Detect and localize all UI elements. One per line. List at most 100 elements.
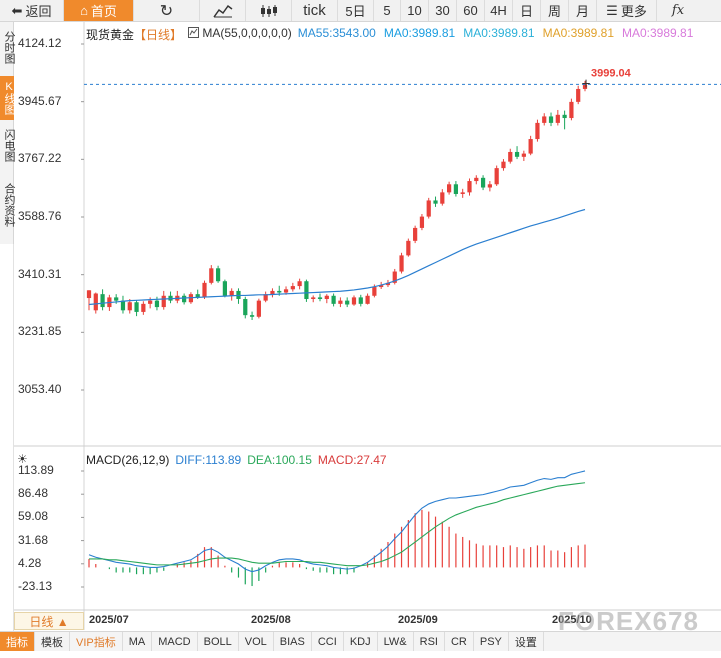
fx-icon: fx [671,3,685,18]
candle-body [460,192,465,194]
indicator-tab-3[interactable]: MA [123,632,153,651]
candle-body [120,300,126,311]
candle-body [474,177,479,182]
candle-body [345,300,350,305]
candle-body [263,294,268,301]
candle-type-button[interactable] [246,0,292,21]
indicator-tab-11[interactable]: RSI [414,632,445,651]
candle-body [148,300,153,304]
candle-body [480,177,486,188]
tab-flash[interactable]: 闪电图 [3,128,15,162]
interval-5d[interactable]: 5日 [338,0,374,21]
indicator-tab-5[interactable]: BOLL [198,632,239,651]
x-axis-label: 2025/09 [398,614,438,626]
tab-contract-info[interactable]: 合约资料 [3,183,15,227]
period-select-button[interactable]: 日线 ▲ [14,612,84,630]
interval-30[interactable]: 30 [429,0,457,21]
candle-body [399,255,404,272]
interval-60[interactable]: 60 [457,0,485,21]
macd-tick-label: 4.28 [18,555,42,570]
tick-button[interactable]: tick [292,0,338,21]
candle-body [528,139,533,154]
ma-value-4: MA0:3989.81 [622,26,694,40]
candle-body [413,227,418,241]
candle-body [447,184,452,193]
interval-5[interactable]: 5 [374,0,401,21]
indicator-tab-10[interactable]: LW& [378,632,414,651]
interval-week[interactable]: 周 [541,0,569,21]
more-label: 更多 [620,4,647,19]
candle-body [453,184,459,194]
candlestick-icon [260,4,277,17]
tab-timeline[interactable]: 分时图 [3,30,15,64]
candle-body [351,297,357,305]
ma-settings-icon [188,27,200,38]
indicator-tab-4[interactable]: MACD [152,632,198,651]
tab-kline[interactable]: K线图 [0,76,15,120]
indicator-tab-7[interactable]: BIAS [274,632,312,651]
back-button[interactable]: ⬅ 返回 [0,0,64,21]
indicator-tab-2[interactable]: VIP指标 [70,632,123,651]
footer-strip [0,651,721,658]
indicator-tab-0[interactable]: 指标 [0,632,35,651]
candle-body [311,297,316,300]
ma-value-1: MA0:3989.81 [383,26,456,40]
interval-month[interactable]: 月 [569,0,597,21]
candle-body [548,116,554,123]
macd-diff: DIFF:113.89 [175,453,242,467]
chart-type-button[interactable] [200,0,246,21]
candle-body [542,116,547,123]
x-axis-label: 2025/07 [89,614,129,626]
candle-body [317,297,323,300]
ma-settings[interactable]: MA(55,0,0,0,0,0) [188,26,292,43]
price-tick-label: 3767.22 [18,151,62,166]
candle-body [467,181,472,193]
crosshair-icon: + [581,76,591,90]
candle-body [283,289,289,293]
indicator-settings-icon[interactable]: ☀ [17,452,28,466]
interval-label: 月 [575,4,589,19]
candle-body [555,114,560,123]
interval-4h[interactable]: 4H [485,0,513,21]
interval-10[interactable]: 10 [401,0,429,21]
top-toolbar: ⬅ 返回 ⌂ 首页 ↻ tick 5日 5 10 30 60 4H 日 周 月 … [0,0,721,22]
candle-body [154,300,160,308]
indicator-tab-12[interactable]: CR [445,632,474,651]
candle-body [297,281,302,287]
interval-day[interactable]: 日 [513,0,541,21]
candle-body [569,101,574,119]
price-tick-label: 3053.40 [18,382,62,396]
candle-body [127,302,132,311]
indicator-tab-14[interactable]: 设置 [509,632,544,651]
candle-body [535,122,540,140]
interval-label: 4H [490,3,507,18]
home-icon: ⌂ [80,3,88,18]
price-tick-label: 4124.12 [18,36,62,50]
candle-body [372,287,377,296]
refresh-button[interactable]: ↻ [134,0,200,21]
period-select-label: 日线 ▲ [29,614,69,629]
candle-body [392,271,397,283]
interval-label: 60 [463,3,478,18]
home-button[interactable]: ⌂ 首页 [64,0,134,21]
price-tick-label: 3410.31 [18,266,62,281]
indicator-tab-6[interactable]: VOL [239,632,274,651]
candle-body [508,151,513,162]
indicator-tab-9[interactable]: KDJ [344,632,378,651]
indicator-tab-1[interactable]: 模板 [35,632,70,651]
price-tick-label: 3588.76 [18,209,62,223]
indicator-tab-13[interactable]: PSY [474,632,509,651]
more-button[interactable]: ☰ 更多 [597,0,657,21]
macd-tick-label: 31.68 [18,532,49,547]
period-tag: 【日线】 [134,28,183,42]
tick-label: tick [303,2,326,19]
indicator-tab-8[interactable]: CCI [312,632,344,651]
candle-body [365,295,370,304]
instrument-name: 现货黄金 [86,28,135,42]
formula-button[interactable]: fx [657,0,699,21]
candle-body [277,290,282,293]
candle-body [86,290,92,299]
line-chart-icon [212,4,232,17]
candle-body [202,282,207,298]
